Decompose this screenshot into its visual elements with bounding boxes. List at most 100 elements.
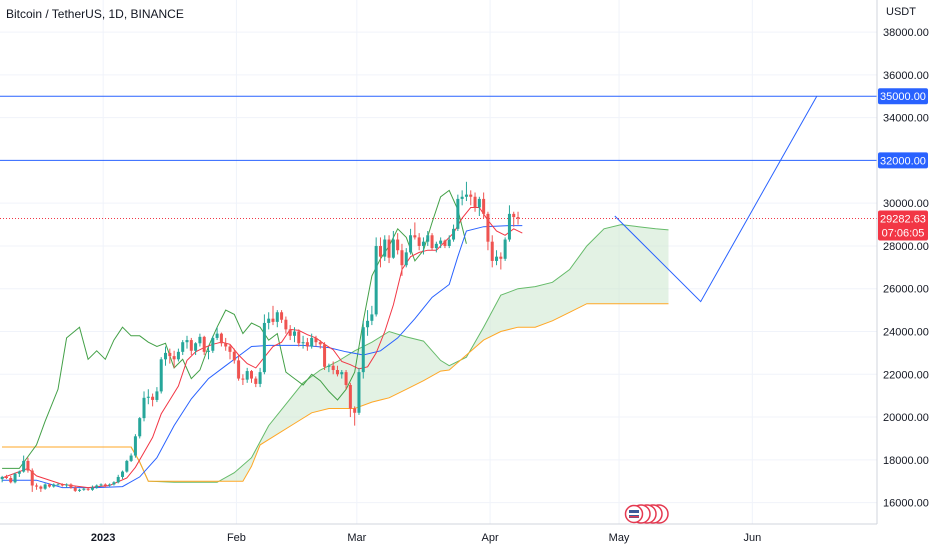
price-tick-label: 26000.00 xyxy=(883,284,929,296)
candle-body xyxy=(206,350,211,352)
candle-body xyxy=(357,372,361,413)
flag-icon[interactable] xyxy=(624,504,669,524)
candle-body xyxy=(275,312,279,322)
candle-body xyxy=(4,476,8,479)
candle-body xyxy=(0,476,4,480)
chart-title: Bitcoin / TetherUS, 1D, BINANCE xyxy=(6,7,184,21)
candle-body xyxy=(133,436,137,456)
price-tick-label: 20000.00 xyxy=(883,412,929,424)
candle-body xyxy=(421,241,425,246)
candle-body xyxy=(443,240,447,246)
candle-body xyxy=(56,484,60,486)
candle-body xyxy=(477,198,481,208)
price-tick-label: 38000.00 xyxy=(883,27,929,39)
candle-body xyxy=(35,485,39,487)
candle-body xyxy=(164,352,168,360)
candle-body xyxy=(121,471,125,477)
candle-body xyxy=(327,365,331,367)
candle-body xyxy=(288,329,292,336)
candle-body xyxy=(464,194,468,197)
candle-body xyxy=(52,484,56,487)
candle-body xyxy=(86,488,90,490)
candle-body xyxy=(176,351,180,360)
candle-body xyxy=(172,356,176,360)
ichimoku-cloud xyxy=(2,224,669,483)
candle-body xyxy=(65,484,69,486)
candle-body xyxy=(103,484,107,486)
candle-body xyxy=(125,460,129,472)
kijun-line xyxy=(2,225,523,489)
price-tick-label: 28000.00 xyxy=(883,241,929,253)
candle-body xyxy=(439,240,443,244)
candle-body xyxy=(512,213,516,218)
senkou_b-line xyxy=(2,303,669,482)
candle-body xyxy=(22,460,26,472)
time-tick-label: May xyxy=(609,532,630,544)
candle-body xyxy=(224,343,228,347)
candle-body xyxy=(228,346,232,352)
candle-body xyxy=(245,371,249,380)
candle-body xyxy=(90,487,94,490)
candle-body xyxy=(168,352,172,357)
projection-path[interactable] xyxy=(614,95,818,303)
price-tick-label: 22000.00 xyxy=(883,369,929,381)
candle-body xyxy=(452,228,456,240)
currency-label: USDT xyxy=(886,6,916,18)
candle-body xyxy=(297,331,301,344)
candle-body xyxy=(129,455,133,461)
candle-body xyxy=(202,336,206,352)
candle-body xyxy=(516,217,520,219)
candle-body xyxy=(486,213,490,242)
candle-body xyxy=(60,484,64,486)
candle-body xyxy=(116,476,120,483)
candle-body xyxy=(292,331,296,336)
candle-body xyxy=(507,213,511,240)
candle-body xyxy=(400,250,404,266)
candle-body xyxy=(301,342,305,344)
last-price-badge-bg xyxy=(878,210,928,241)
cloud-bull xyxy=(470,224,669,352)
level-low-badge: 32000.00 xyxy=(880,155,926,167)
last-price-badge: 29282.63 xyxy=(880,214,926,226)
candle-body xyxy=(404,252,408,266)
price-badges: 35000.00 32000.00 29282.63 07:06:05 xyxy=(878,88,928,241)
candle-body xyxy=(262,322,266,373)
candle-body xyxy=(82,488,86,490)
horizontal-levels[interactable] xyxy=(0,95,877,220)
level-low-badge-bg xyxy=(878,152,928,169)
candle-body xyxy=(409,235,413,253)
candle-body xyxy=(374,245,378,315)
candle-body xyxy=(258,372,262,384)
candle-body xyxy=(387,239,391,258)
projection-line[interactable] xyxy=(614,95,818,303)
candle-body xyxy=(241,378,245,380)
candle-body xyxy=(181,342,185,352)
price-tick-label: 24000.00 xyxy=(883,327,929,339)
candle-body xyxy=(353,408,357,413)
price-tick-label: 18000.00 xyxy=(883,455,929,467)
candle-body xyxy=(284,319,288,330)
time-axis[interactable]: 2023 Feb Mar Apr May Jun xyxy=(91,532,761,544)
price-tick-label: 30000.00 xyxy=(883,198,929,210)
price-axis[interactable]: 16000.00 18000.00 20000.00 22000.00 24000.00… xyxy=(883,27,929,510)
candle-body xyxy=(47,484,51,487)
senkou_a-line xyxy=(2,224,669,483)
candle-body xyxy=(99,484,103,486)
candle-body xyxy=(503,239,507,259)
candle-body xyxy=(146,396,150,398)
candle-body xyxy=(310,337,314,347)
candle-body xyxy=(198,336,202,344)
candle-body xyxy=(95,485,99,488)
candle-body xyxy=(305,342,309,347)
candle-body xyxy=(366,320,370,328)
candle-body xyxy=(112,482,116,485)
candle-body xyxy=(335,370,339,375)
countdown-badge: 07:06:05 xyxy=(882,228,925,240)
chikou-line xyxy=(2,189,467,469)
time-tick-label: Apr xyxy=(482,532,499,544)
candle-body xyxy=(318,342,322,345)
candle-body xyxy=(396,239,400,251)
time-tick-label: Mar xyxy=(347,532,366,544)
candle-body xyxy=(482,198,486,214)
